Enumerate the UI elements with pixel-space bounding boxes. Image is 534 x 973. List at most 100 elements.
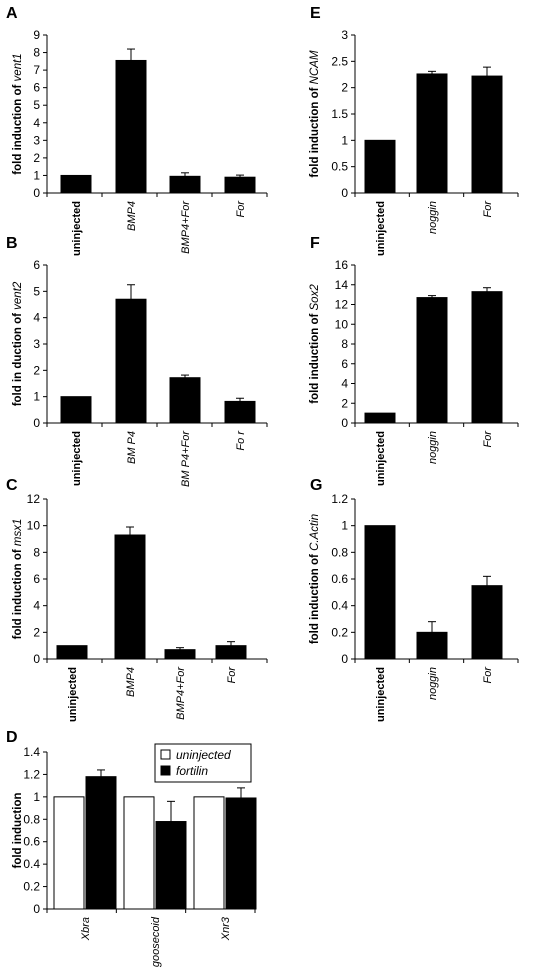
chart-panel-d: D 0 0.2 0.4 0.6 0.8 1 1.2 1.4 fold induction Xbra g… (6, 729, 257, 967)
panel-label: G (310, 477, 322, 494)
y-tick-label: 0 (341, 416, 348, 430)
y-tick-label: 4 (33, 599, 40, 613)
bar (169, 377, 201, 424)
y-tick-label: 16 (335, 258, 349, 272)
y-tick-label: 6 (341, 357, 348, 371)
bar (60, 396, 92, 424)
y-axis-title-text: fold induction of (309, 84, 321, 177)
y-tick-label: 0 (33, 186, 40, 200)
chart-panel-c: C 0 2 4 6 8 10 12 fold induction of msx1 uninject… (6, 477, 268, 722)
x-category-label: BMP4+For (175, 666, 187, 720)
y-tick-label: 1 (341, 519, 348, 533)
y-tick-label: 0.6 (331, 572, 348, 586)
y-tick-label: 3 (33, 337, 40, 351)
y-tick-label: 5 (33, 98, 40, 112)
legend-label: fortilin (176, 764, 208, 778)
x-category-label: BMP4 (126, 201, 138, 231)
x-category-label: For (235, 200, 247, 218)
panel-label: A (6, 5, 18, 22)
y-tick-label: 0.8 (23, 812, 40, 826)
y-axis-title: fold induction of Sox2 (309, 284, 321, 404)
y-tick-label: 1 (33, 790, 40, 804)
y-tick-label: 4 (341, 377, 348, 391)
y-axis-title-gene: NCAM (309, 50, 321, 84)
bar (215, 645, 247, 660)
y-tick-label: 2 (341, 81, 348, 95)
x-category-label: Fo r (235, 430, 247, 451)
bar (60, 174, 92, 194)
bar (364, 525, 396, 660)
y-axis-title-text: fold induction of (309, 310, 321, 403)
y-axis-title-text: fold in duction of (12, 310, 24, 406)
y-tick-label: 8 (341, 337, 348, 351)
y-tick-label: 3 (33, 133, 40, 147)
bar (56, 645, 88, 660)
bar (364, 139, 396, 194)
y-axis-title-gene: vent1 (12, 53, 24, 81)
x-category-label: BM P4 (126, 431, 138, 464)
bar-uninjected (123, 796, 155, 910)
x-category-label: BMP4+For (180, 200, 192, 254)
bar (224, 176, 256, 194)
chart-panel-b: B 0 1 2 3 4 5 6 fold in duction of vent2 uninject… (6, 235, 268, 487)
x-category-label: Xnr3 (220, 916, 232, 941)
legend-label: uninjected (176, 748, 231, 762)
y-tick-label: 10 (335, 317, 349, 331)
y-tick-label: 0.4 (23, 857, 40, 871)
y-tick-label: 6 (33, 81, 40, 95)
y-axis-title-gene: msx1 (12, 519, 24, 546)
y-tick-label: 1 (341, 133, 348, 147)
y-tick-label: 8 (33, 46, 40, 60)
y-axis-title: fold induction of NCAM (309, 50, 321, 178)
legend (154, 743, 252, 783)
panel-label: F (310, 235, 320, 252)
y-axis-title-text: fold induction of (309, 551, 321, 644)
y-tick-label: 0 (33, 416, 40, 430)
panel-label: D (6, 729, 18, 746)
chart-panel-g: G 0 0.2 0.4 0.6 0.8 1 1.2 fold induction of C.Ac… (309, 477, 519, 722)
y-tick-label: 7 (33, 63, 40, 77)
chart-panel-f: F 0 2 4 6 8 10 12 14 16 fold induction of Sox2 unin… (309, 235, 519, 486)
y-tick-label: 8 (33, 545, 40, 559)
y-tick-label: 4 (33, 311, 40, 325)
x-category-label: uninjected (71, 201, 83, 256)
bar-fortilin (155, 821, 187, 910)
y-tick-label: 0 (33, 902, 40, 916)
y-tick-label: 2 (33, 151, 40, 165)
y-tick-label: 0 (341, 186, 348, 200)
y-tick-label: 0 (33, 652, 40, 666)
x-category-label: noggin (427, 431, 439, 464)
x-category-label: noggin (427, 201, 439, 234)
y-tick-label: 6 (33, 572, 40, 586)
y-tick-label: 1 (33, 168, 40, 182)
bar-fortilin (225, 797, 257, 910)
x-category-label: uninjected (375, 201, 387, 256)
bar-uninjected (53, 796, 85, 910)
y-axis-title: fold induction of C.Actin (309, 514, 321, 644)
bar (169, 175, 201, 194)
y-tick-label: 2.5 (331, 54, 348, 68)
y-axis-title-text: fold induction (12, 792, 24, 868)
bar (224, 400, 256, 424)
bar (471, 291, 503, 424)
y-tick-label: 4 (33, 116, 40, 130)
legend-swatch (160, 749, 171, 760)
y-axis-title-text: fold induction of (12, 81, 24, 174)
x-category-label: uninjected (71, 431, 83, 486)
x-category-label: Xbra (80, 917, 92, 941)
y-tick-label: 9 (33, 28, 40, 42)
bar (364, 412, 396, 424)
y-tick-label: 2 (33, 625, 40, 639)
y-axis-title-text: fold induction of (12, 546, 24, 639)
x-category-label: For (482, 430, 494, 448)
y-tick-label: 0 (341, 652, 348, 666)
bar (416, 73, 448, 194)
chart-panel-a: A 0 1 2 3 4 5 6 7 8 9 fold induction of vent1 uninje… (6, 5, 268, 256)
x-category-label: uninjected (375, 667, 387, 722)
y-tick-label: 1.5 (331, 107, 348, 121)
y-tick-label: 6 (33, 258, 40, 272)
bar (114, 534, 146, 660)
y-tick-label: 1.4 (23, 745, 40, 759)
x-category-label: uninjected (67, 667, 79, 722)
y-tick-label: 0.2 (23, 880, 40, 894)
